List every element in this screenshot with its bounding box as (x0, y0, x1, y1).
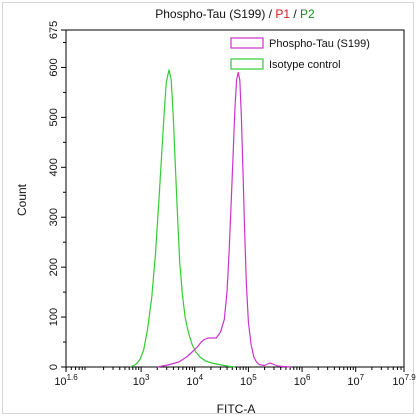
y-tick-label: 600 (48, 58, 60, 76)
y-tick-label: 500 (48, 108, 60, 126)
legend-swatch (230, 37, 264, 49)
legend-label: Isotype control (269, 59, 341, 71)
x-axis-title: FITC-A (217, 402, 256, 416)
y-tick-label: 675 (48, 21, 60, 39)
series-line-isotype-control (130, 69, 236, 368)
series-line-phospho-tau-s199 (157, 71, 292, 368)
y-tick-label: 200 (48, 258, 60, 276)
y-axis-title: Count (15, 183, 29, 216)
title-p1: P1 (275, 7, 291, 21)
x-tick-label: 104 (186, 373, 203, 388)
x-tick-label: 105 (240, 373, 257, 388)
x-ticks: 101.6 103 104 105 106 107 107.9 (54, 367, 416, 388)
title-p2: P2 (300, 7, 315, 21)
x-tick-label: 106 (294, 373, 311, 388)
y-tick-label: 400 (48, 158, 60, 176)
chart-title: Phospho-Tau (S199) / P1 / P2 (66, 7, 404, 21)
legend-swatch (230, 58, 264, 70)
series-layer (130, 69, 292, 368)
legend-label: Phospho-Tau (S199) (269, 38, 370, 50)
axes (65, 29, 405, 368)
title-separator-1: / (265, 7, 276, 21)
legend: Phospho-Tau (S199) Isotype control (230, 37, 370, 71)
chart-frame (2, 2, 414, 414)
x-tick-label: 107 (347, 373, 364, 388)
x-tick-label: 103 (133, 373, 150, 388)
y-ticks: 0 100 200 300 400 500 600 675 (48, 21, 66, 370)
title-separator-2: / (290, 7, 301, 21)
plot-border (65, 29, 405, 368)
y-tick-label: 100 (48, 308, 60, 326)
y-tick-label: 0 (48, 364, 60, 370)
title-main: Phospho-Tau (S199) (155, 7, 266, 21)
x-tick-label: 101.6 (54, 373, 78, 388)
y-tick-label: 300 (48, 208, 60, 226)
x-tick-label: 107.9 (392, 373, 416, 388)
